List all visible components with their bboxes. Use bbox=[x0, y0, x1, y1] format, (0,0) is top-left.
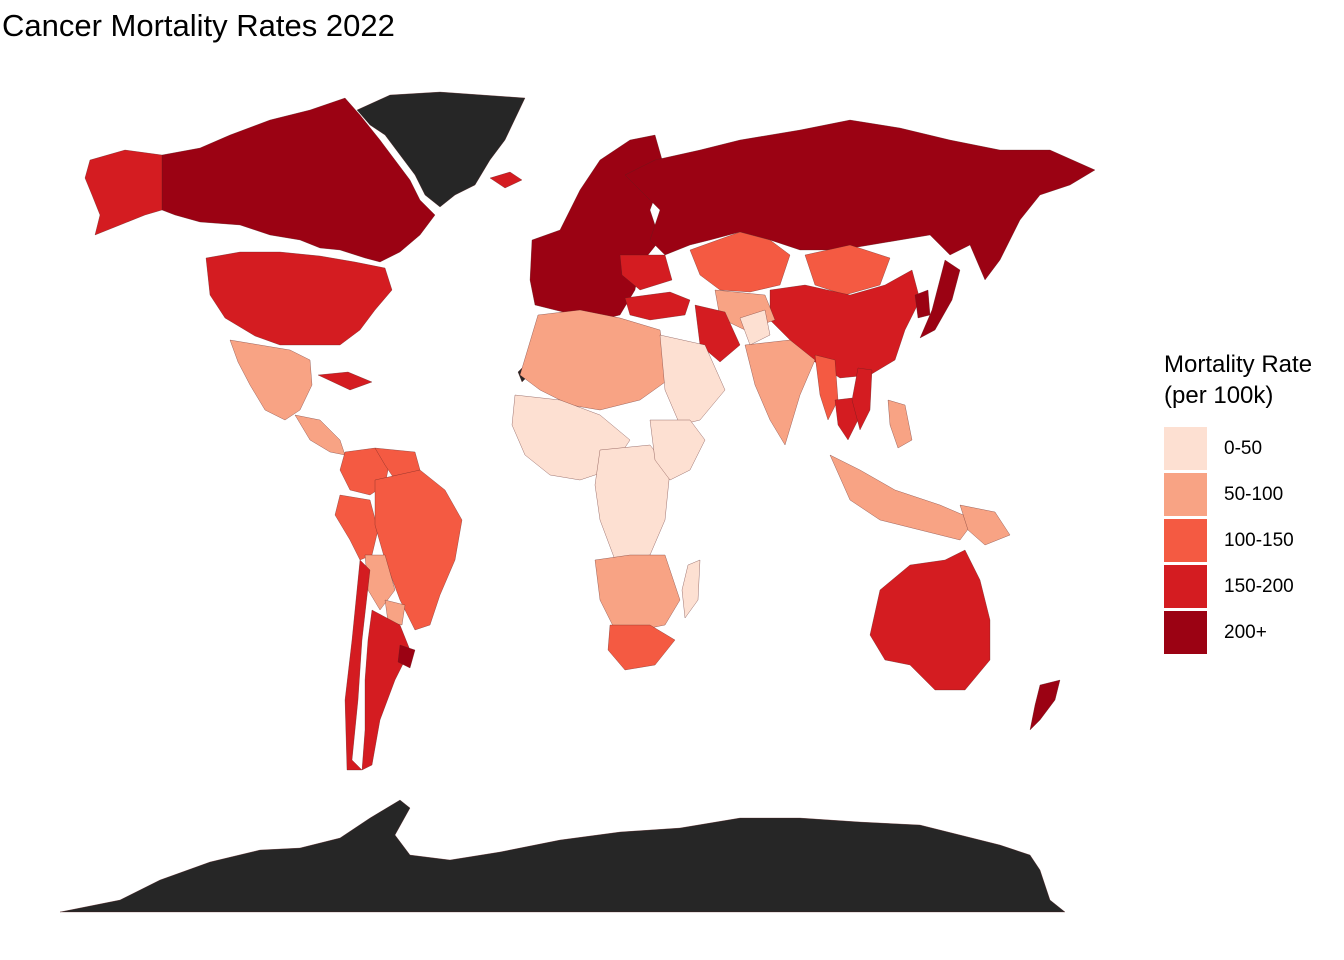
region-southern-africa bbox=[594, 554, 681, 631]
region-argentina bbox=[361, 609, 411, 771]
legend-label-50-100: 50-100 bbox=[1224, 484, 1284, 505]
legend-key-200plus bbox=[1164, 611, 1207, 654]
region-madagascar bbox=[681, 559, 701, 619]
region-brazil bbox=[374, 469, 463, 631]
region-korea bbox=[914, 289, 931, 319]
region-paraguay bbox=[384, 599, 406, 626]
region-chile bbox=[344, 559, 371, 771]
region-turkey bbox=[624, 291, 691, 321]
region-philippines bbox=[887, 399, 913, 449]
region-indonesia bbox=[829, 454, 976, 541]
region-central-america bbox=[294, 414, 346, 456]
region-greenland bbox=[356, 91, 526, 208]
region-north-africa bbox=[519, 309, 669, 411]
region-ukraine bbox=[619, 254, 673, 291]
world-map bbox=[59, 91, 1096, 913]
region-russia bbox=[624, 119, 1096, 281]
legend-label-0-50: 0-50 bbox=[1224, 438, 1263, 459]
region-mongolia bbox=[804, 244, 891, 296]
region-afghanistan bbox=[739, 309, 771, 346]
legend-label-150-200: 150-200 bbox=[1224, 576, 1294, 597]
region-east-africa bbox=[649, 419, 706, 481]
region-uruguay bbox=[397, 644, 416, 669]
region-iceland bbox=[489, 171, 523, 189]
region-myanmar bbox=[814, 354, 839, 421]
region-kazakhstan bbox=[689, 231, 791, 293]
legend-key-150-200 bbox=[1164, 565, 1207, 608]
region-japan bbox=[919, 259, 961, 339]
legend-key-100-150 bbox=[1164, 519, 1207, 562]
region-alaska bbox=[84, 149, 163, 236]
region-cuba bbox=[317, 371, 373, 391]
region-thailand bbox=[834, 397, 859, 441]
legend-key-0-50 bbox=[1164, 427, 1207, 470]
region-vietnam bbox=[851, 367, 873, 431]
region-mexico bbox=[229, 339, 313, 421]
legend-title: Mortality Rate (per 100k) bbox=[1164, 351, 1313, 409]
region-australia bbox=[869, 549, 991, 691]
region-papua-new-guinea bbox=[959, 504, 1011, 546]
legend-key-50-100 bbox=[1164, 473, 1207, 516]
region-peru bbox=[334, 494, 379, 561]
region-canada bbox=[161, 97, 436, 263]
region-south-africa bbox=[607, 624, 676, 671]
region-arabian-peninsula bbox=[659, 334, 726, 426]
legend-label-200plus: 200+ bbox=[1224, 622, 1267, 643]
region-india bbox=[744, 339, 816, 446]
region-new-zealand bbox=[1029, 679, 1061, 731]
region-united-states bbox=[205, 251, 393, 346]
chart-title: Cancer Mortality Rates 2022 bbox=[2, 8, 395, 43]
region-europe bbox=[529, 134, 666, 321]
region-antarctica bbox=[59, 799, 1066, 913]
legend-label-100-150: 100-150 bbox=[1224, 530, 1294, 551]
